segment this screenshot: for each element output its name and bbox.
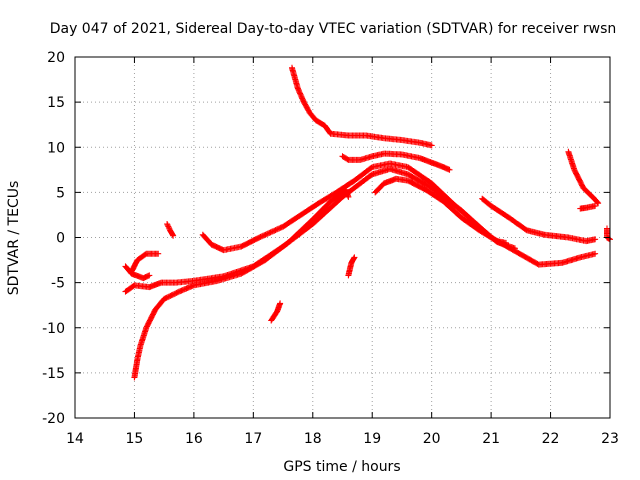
y-tick-label: 0 (56, 231, 65, 247)
x-tick-label: 22 (542, 431, 560, 447)
series-track-8 (339, 150, 453, 173)
series-track-4 (128, 250, 162, 275)
series-track-5 (164, 221, 177, 239)
y-tick-label: 15 (47, 95, 65, 111)
series-track-9 (372, 175, 509, 246)
x-tick-label: 14 (66, 431, 84, 447)
chart-title: Day 047 of 2021, Sidereal Day-to-day VTE… (50, 21, 617, 37)
y-axis-label: SDTVAR / TECUs (6, 181, 22, 296)
data-point-markers (565, 148, 602, 207)
x-axis-label: GPS time / hours (283, 459, 400, 475)
series-track-7 (289, 64, 435, 149)
x-tick-label: 20 (423, 431, 441, 447)
x-tick-label: 15 (126, 431, 144, 447)
series-track-15 (345, 254, 358, 279)
y-tick-label: -15 (42, 366, 65, 382)
series-track-6 (199, 160, 518, 254)
ticks-layer: 14 15 16 17 18 19 20 21 22 23 -20 -15 -10 -5 0 5 10 15 20 (42, 50, 619, 447)
series-track-14 (268, 300, 284, 324)
data-point-markers (577, 202, 599, 212)
data-point-markers (128, 250, 162, 275)
data-point-markers (199, 160, 518, 254)
x-tick-label: 17 (244, 431, 262, 447)
data-point-markers (479, 195, 599, 245)
y-tick-label: 20 (47, 50, 65, 66)
marks-layer (122, 64, 613, 381)
data-point-markers (289, 64, 435, 149)
y-tick-label: -20 (42, 411, 65, 427)
data-point-markers (268, 300, 284, 324)
x-tick-label: 16 (185, 431, 203, 447)
series-track-12 (577, 202, 599, 212)
data-point-markers (339, 150, 453, 173)
x-tick-label: 21 (482, 431, 500, 447)
data-point-markers (345, 254, 358, 279)
x-tick-label: 19 (363, 431, 381, 447)
y-tick-label: 10 (47, 140, 65, 156)
series-track-10 (479, 195, 599, 245)
x-tick-label: 18 (304, 431, 322, 447)
y-tick-label: 5 (56, 185, 65, 201)
data-point-markers (372, 175, 509, 246)
data-point-markers (164, 221, 177, 239)
y-tick-label: -5 (51, 276, 65, 292)
x-tick-label: 23 (601, 431, 619, 447)
y-tick-label: -10 (42, 321, 65, 337)
series-track-11 (565, 148, 602, 207)
